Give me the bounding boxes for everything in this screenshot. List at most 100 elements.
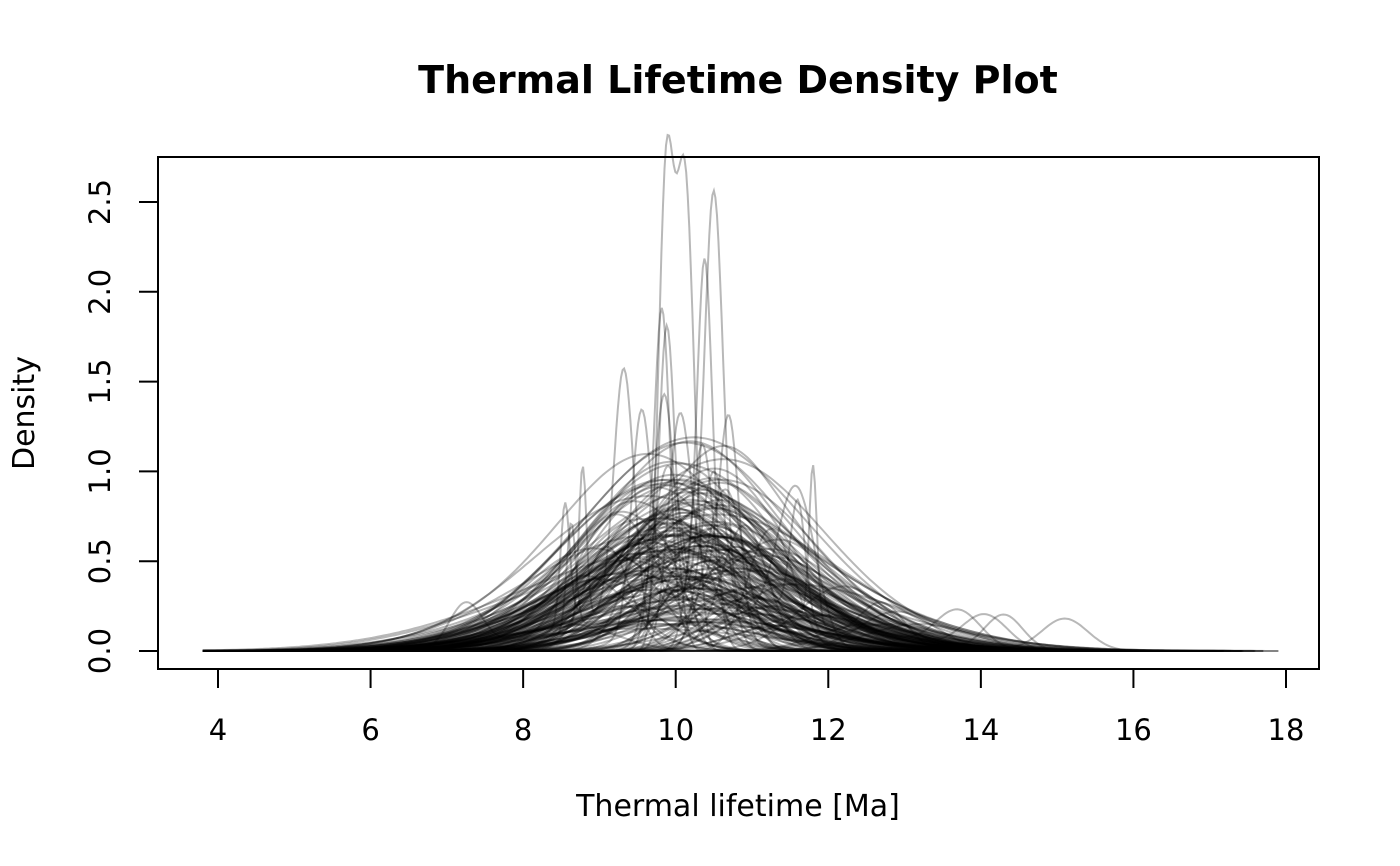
density-curve: [202, 510, 1126, 652]
density-curve: [252, 545, 1042, 652]
density-curve: [230, 558, 1031, 652]
density-curve: [526, 608, 1196, 652]
density-curve: [207, 498, 1137, 652]
density-curve: [300, 575, 1070, 652]
density-curve: [468, 560, 945, 652]
density-curve: [301, 535, 1187, 652]
density-curve: [202, 481, 1142, 652]
density-curve: [202, 533, 1244, 652]
density-curve: [303, 574, 973, 652]
density-curve: [202, 535, 1156, 652]
density-curve: [320, 607, 1088, 652]
density-curve: [414, 527, 891, 652]
density-curve: [298, 507, 1178, 652]
density-curve: [350, 559, 957, 652]
density-curve: [211, 513, 1243, 652]
density-curve: [278, 598, 1091, 652]
density-curve: [234, 506, 1108, 652]
y-tick-label: 1.5: [83, 359, 117, 405]
density-curve: [202, 511, 1213, 652]
density-curve: [277, 445, 1173, 652]
density-curve: [246, 479, 1005, 652]
density-curve: [254, 486, 1150, 652]
density-curve: [498, 545, 975, 652]
density-curve: [426, 392, 903, 652]
density-curve: [202, 477, 1178, 652]
density-curve: [202, 526, 1052, 652]
density-curve: [297, 473, 1182, 652]
density-curve: [536, 624, 1020, 652]
density-curve: [355, 622, 951, 652]
chart-title: Thermal Lifetime Density Plot: [418, 58, 1058, 102]
density-curve: [523, 613, 999, 652]
density-curve: [324, 572, 1175, 652]
density-curve: [372, 513, 861, 652]
x-tick-label: 6: [361, 713, 379, 747]
density-curve: [223, 606, 1256, 652]
density-curve: [399, 583, 987, 652]
density-curve: [474, 586, 1027, 652]
density-curve: [222, 515, 1151, 652]
density-curve: [359, 492, 1054, 652]
y-tick-label: 2.0: [83, 269, 117, 315]
density-curve: [249, 481, 1264, 652]
density-curve: [225, 487, 1242, 652]
density-curve: [427, 133, 923, 652]
density-curve: [391, 307, 900, 652]
density-curve: [430, 464, 907, 652]
density-curve: [253, 462, 1187, 652]
density-curve: [420, 615, 934, 652]
density-curve: [202, 436, 1225, 652]
x-axis-label: Thermal lifetime [Ma]: [575, 789, 900, 824]
density-curve: [261, 503, 1168, 652]
density-curve: [453, 414, 968, 652]
density-curve: [403, 408, 922, 652]
density-curve: [506, 524, 983, 652]
density-curve: [235, 523, 1069, 652]
density-curve: [208, 548, 1143, 652]
density-curve: [261, 545, 1055, 652]
density-curve: [272, 548, 1127, 652]
density-curve: [202, 500, 1165, 652]
density-curve: [430, 585, 967, 652]
x-tick-label: 8: [514, 713, 532, 747]
density-curve: [202, 546, 1163, 652]
density-curve: [605, 585, 1082, 652]
density-curve: [202, 550, 1171, 652]
density-curve: [202, 569, 1104, 652]
density-curve: [243, 513, 1051, 652]
density-curve: [202, 440, 1165, 652]
density-curve: [346, 574, 823, 652]
density-curve: [341, 548, 1094, 652]
density-curve: [237, 478, 1264, 652]
density-curve: [460, 186, 952, 652]
y-axis: 0.0 0.5 1.0 1.5 2.0 2.5: [83, 179, 159, 674]
density-curve: [324, 557, 1125, 652]
density-curve: [284, 620, 1160, 652]
density-curve: [202, 533, 1201, 652]
density-curve: [437, 258, 943, 652]
density-curve: [392, 586, 901, 652]
density-curve: [202, 517, 1083, 652]
density-curve: [391, 586, 996, 652]
density-curve: [418, 626, 1068, 652]
density-curve: [316, 604, 1038, 652]
density-curve: [245, 538, 1279, 652]
density-curve: [366, 593, 1088, 652]
density-curve: [492, 591, 969, 652]
x-axis: 4 6 8 10 12 14 16 18: [209, 668, 1304, 747]
density-curve: [275, 538, 1010, 652]
density-curve: [340, 603, 1098, 652]
density-curve: [526, 583, 1055, 652]
density-curve: [221, 588, 1094, 652]
density-curve: [341, 532, 1095, 652]
density-curve: [202, 545, 1217, 652]
density-curve: [289, 566, 1183, 652]
density-curve: [202, 521, 1217, 652]
density-curve: [310, 577, 1119, 652]
density-curve: [475, 470, 952, 652]
density-curve: [533, 527, 1010, 652]
density-curve: [202, 482, 1153, 652]
density-curve: [243, 542, 1072, 652]
y-tick-label: 2.5: [83, 179, 117, 225]
